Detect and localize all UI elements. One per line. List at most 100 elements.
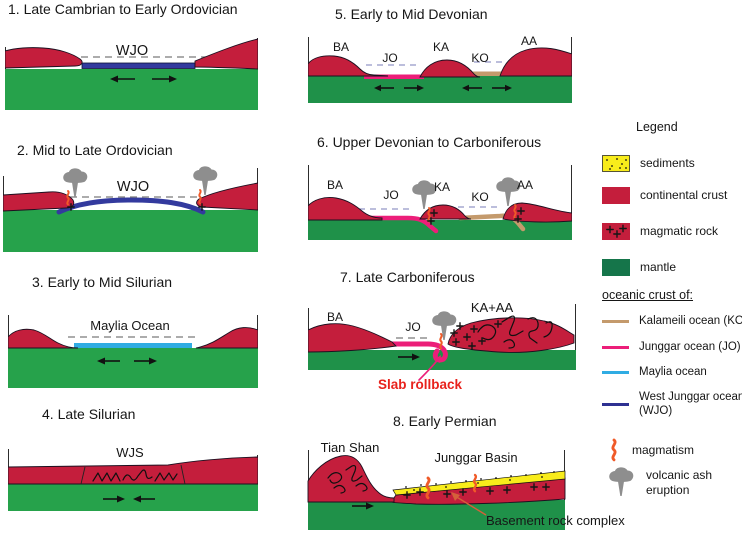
terrane-aa [502, 202, 572, 223]
legend-item-maylia-ocean: Maylia ocean [602, 365, 707, 379]
spreading-arrow-right [169, 75, 177, 83]
panel-2-diagram: WJO [3, 166, 258, 252]
legend-label: magmatic rock [640, 224, 719, 238]
panel-1-diagram: WJO [5, 38, 258, 110]
slab-rollback-annotation: Slab rollback [378, 377, 463, 392]
legend-label: continental crust [640, 188, 728, 202]
junggar-ocean-slab [357, 215, 439, 234]
west-junggar-ocean-slab [56, 197, 206, 215]
suture-boundary-right [180, 464, 186, 485]
fold-structure [501, 315, 524, 337]
suture-boundary-left [80, 466, 86, 485]
continental-crust-right [195, 327, 258, 349]
ocean-label-wjo: WJO [117, 179, 149, 195]
panel-2-title: 2. Mid to Late Ordovician [17, 142, 173, 158]
fold-structure [327, 472, 343, 484]
spreading-arrow [505, 84, 512, 92]
legend-item-magmatic-rock: magmatic rock [602, 223, 718, 240]
legend-label: Kalameili ocean (KO) [639, 315, 742, 327]
basement-rock-complex [390, 477, 566, 505]
panel-6-diagram: BA JO KA KO AA [308, 165, 572, 240]
fold-structure [333, 484, 346, 494]
panel-4-title: 4. Late Silurian [42, 406, 136, 422]
fold-structure [527, 317, 539, 344]
terrane-ba [308, 197, 383, 221]
ocean-label-maylia: Maylia Ocean [90, 318, 169, 333]
label-jo: JO [405, 320, 420, 334]
terrane-ba [308, 323, 397, 353]
mantle [8, 348, 258, 388]
legend-label: volcanic ash eruption [646, 468, 713, 497]
legend-item-sediments: sediments [602, 155, 695, 172]
panel-5-title: 5. Early to Mid Devonian [335, 6, 488, 22]
terrane-ba [308, 55, 389, 77]
legend-label: mantle [640, 260, 677, 274]
continental-crust-left [8, 328, 79, 349]
label-jo: JO [383, 188, 398, 202]
panel-4-diagram: WJS [8, 445, 258, 511]
fold-structure [154, 472, 178, 482]
legend-item-west-junggar-ocean: West Junggar ocean (WJO) [602, 390, 742, 419]
fold-structure [355, 482, 368, 492]
label-ba: BA [333, 40, 349, 54]
label-ka-aa: KA+AA [471, 300, 514, 315]
fold-structure [503, 339, 516, 349]
terrane-aa [499, 47, 572, 77]
mantle [308, 76, 572, 103]
ocean-label-wjo: WJO [116, 43, 148, 59]
panel-8-diagram: Tian Shan Junggar Basin [307, 440, 566, 530]
sediments-layer [392, 470, 566, 496]
label-ko: KO [471, 51, 488, 65]
panel-7-diagram: BA JO KA+AA Slab rollback [308, 300, 576, 392]
mantle-swatch [602, 259, 630, 276]
label-aa: AA [521, 34, 537, 48]
label-ko: KO [471, 190, 488, 204]
terrane-ka [419, 59, 481, 78]
continental-crust-left [3, 191, 75, 212]
basement-annotation-arrowhead [451, 492, 460, 501]
spreading-arrow-left [97, 357, 105, 365]
label-jo: JO [382, 51, 397, 65]
panel-5-diagram: BA JO KA KO AA [308, 34, 572, 103]
spreading-arrow-right [149, 357, 157, 365]
legend-item-volcanic-ash: volcanic ash eruption [606, 466, 730, 500]
legend-item-junggar-ocean: Junggar ocean (JO) [602, 340, 741, 354]
fold-structure [122, 469, 153, 481]
spreading-arrow [417, 84, 424, 92]
sediments-swatch [602, 155, 630, 172]
legend-label: magmatism [632, 442, 695, 457]
label-junggar-basin: Junggar Basin [434, 450, 517, 465]
fold-structure [92, 472, 121, 482]
legend-item-mantle: mantle [602, 259, 676, 276]
mantle [308, 220, 572, 240]
panel-7-title: 7. Late Carboniferous [340, 269, 475, 285]
magmatic-rock-swatch [602, 223, 630, 240]
spreading-arrow [462, 84, 469, 92]
fold-structure [543, 321, 553, 338]
convergence-arrow-right [133, 495, 141, 503]
label-aa: AA [517, 178, 533, 192]
terrane-label-wjs: WJS [116, 445, 144, 460]
fold-structure [345, 464, 363, 482]
mantle [8, 484, 258, 511]
label-ka: KA [433, 40, 449, 54]
plate-motion-arrow [412, 353, 420, 361]
volcanic-ash-swatch [609, 467, 634, 496]
kalameili-ocean-crust [464, 71, 520, 76]
basement-annotation-arrow [454, 495, 487, 516]
legend-oceanic-heading: oceanic crust of: [602, 288, 694, 302]
west-junggar-ocean-crust [81, 62, 196, 69]
tian-shan-mountain [307, 455, 395, 503]
magmatism-swatch [611, 438, 617, 462]
continental-crust-swatch [602, 187, 630, 204]
spreading-arrow-left [110, 75, 118, 83]
panel-3-diagram: Maylia Ocean [8, 315, 258, 388]
label-ba: BA [327, 310, 343, 324]
legend-item-kalameili-ocean: Kalameili ocean (KO) [602, 314, 742, 328]
mantle [308, 500, 565, 530]
legend-label: Maylia ocean [639, 366, 707, 378]
legend-item-magmatism: magmatism [606, 436, 694, 464]
legend-title: Legend [636, 120, 678, 134]
junggar-ocean-crust [364, 74, 424, 79]
